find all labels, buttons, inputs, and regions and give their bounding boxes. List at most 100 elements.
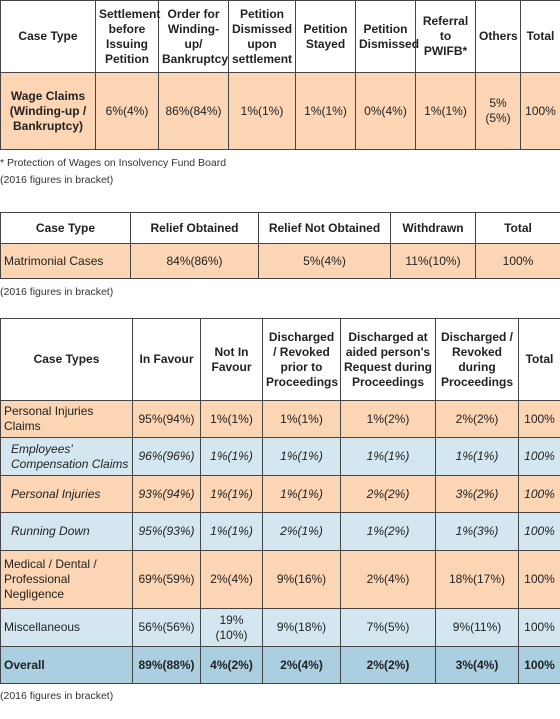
value-cell: 2%(4%): [200, 550, 263, 609]
value-cell: 2%(1%): [262, 512, 341, 551]
value-cell: 3%(2%): [435, 475, 519, 513]
header-cell: Petition Dismissed upon settlement: [228, 0, 296, 73]
table-row: Employees' Compensation Claims 96%(96%) 1%…: [0, 437, 560, 476]
value-cell: 18%(17%): [435, 550, 519, 609]
wage-claims-table: Case Type Settlement before Issuing Petit…: [0, 0, 560, 150]
header-cell: Case Types: [0, 318, 133, 401]
header-cell: Others: [475, 0, 521, 73]
header-cell: Settlement before Issuing Petition: [95, 0, 160, 73]
value-cell: 100%: [520, 72, 560, 150]
value-cell: 1%(1%): [435, 437, 519, 476]
table-row: Running Down 95%(93%) 1%(1%) 2%(1%) 1%(2%) 1%…: [0, 512, 560, 551]
value-cell: 19%(10%): [200, 608, 263, 647]
header-cell: Total: [475, 212, 560, 244]
value-cell: 2%(2%): [340, 475, 436, 513]
value-cell: 100%: [518, 646, 560, 684]
value-cell: 1%(1%): [200, 400, 263, 438]
value-cell: 100%: [518, 437, 560, 476]
table-row: Personal Injuries Claims 95%(94%) 1%(1%) 1%…: [0, 400, 560, 438]
header-cell: Discharged / Revoked prior to Proceeding…: [262, 318, 341, 401]
value-cell: 4%(2%): [200, 646, 263, 684]
value-cell: 1%(1%): [262, 437, 341, 476]
matrimonial-table: Case Type Relief Obtained Relief Not Obtai…: [0, 212, 560, 279]
value-cell: 5%(5%): [475, 72, 521, 150]
value-cell: 86%(84%): [158, 72, 229, 150]
header-cell: Case Type: [0, 0, 96, 73]
row-label: Personal Injuries: [0, 475, 133, 513]
value-cell: 95%(94%): [132, 400, 201, 438]
value-cell: 6%(4%): [95, 72, 159, 150]
header-cell: Discharged at aided person's Request dur…: [340, 318, 436, 401]
table-row: Wage Claims (Winding-up / Bankruptcy) 6%(…: [0, 72, 560, 150]
value-cell: 96%(96%): [132, 437, 201, 476]
row-label: Matrimonial Cases: [0, 243, 131, 279]
value-cell: 100%: [518, 512, 560, 551]
value-cell: 1%(1%): [200, 437, 263, 476]
header-cell: Relief Not Obtained: [258, 212, 391, 244]
value-cell: 1%(1%): [200, 475, 263, 513]
row-label: Miscellaneous: [0, 608, 133, 647]
value-cell: 100%: [475, 243, 560, 279]
note: (2016 figures in bracket): [0, 690, 114, 702]
row-label: Medical / Dental / Professional Negligen…: [0, 550, 133, 609]
value-cell: 95%(93%): [132, 512, 201, 551]
value-cell: 100%: [518, 475, 560, 513]
row-label: Employees' Compensation Claims: [0, 437, 133, 476]
value-cell: 1%(1%): [340, 437, 436, 476]
value-cell: 1%(1%): [295, 72, 356, 150]
value-cell: 3%(4%): [435, 646, 519, 684]
table-row: Medical / Dental / Professional Negligen…: [0, 550, 560, 609]
value-cell: 1%(2%): [340, 512, 436, 551]
value-cell: 9%(11%): [435, 608, 519, 647]
value-cell: 5%(4%): [258, 243, 391, 279]
header-cell: Relief Obtained: [130, 212, 259, 244]
header-cell: Referral to PWIFB*: [415, 0, 476, 73]
value-cell: 100%: [518, 608, 560, 647]
value-cell: 2%(2%): [340, 646, 436, 684]
footnote: * Protection of Wages on Insolvency Fund…: [0, 157, 227, 169]
value-cell: 100%: [518, 550, 560, 609]
case-types-table: Case Types In Favour Not In Favour Discharg…: [0, 318, 560, 684]
header-cell: In Favour: [132, 318, 201, 401]
value-cell: 9%(16%): [262, 550, 341, 609]
value-cell: 2%(4%): [340, 550, 436, 609]
value-cell: 1%(3%): [435, 512, 519, 551]
header-row: Case Type Settlement before Issuing Petit…: [0, 0, 560, 73]
value-cell: 2%(4%): [262, 646, 341, 684]
value-cell: 1%(1%): [262, 400, 341, 438]
value-cell: 89%(88%): [132, 646, 201, 684]
value-cell: 100%: [518, 400, 560, 438]
value-cell: 93%(94%): [132, 475, 201, 513]
header-cell: Petition Dismissed: [355, 0, 419, 73]
row-label: Overall: [0, 646, 133, 684]
value-cell: 69%(59%): [132, 550, 201, 609]
note: (2016 figures in bracket): [0, 286, 114, 298]
value-cell: 1%(1%): [415, 72, 476, 150]
header-cell: Order for Winding-up/ Bankruptcy: [158, 0, 229, 73]
row-label: Personal Injuries Claims: [0, 400, 133, 438]
value-cell: 2%(2%): [435, 400, 519, 438]
header-cell: Total: [520, 0, 560, 73]
header-row: Case Types In Favour Not In Favour Discharg…: [0, 318, 560, 401]
header-cell: Case Type: [0, 212, 131, 244]
note: (2016 figures in bracket): [0, 174, 114, 186]
value-cell: 1%(1%): [200, 512, 263, 551]
value-cell: 84%(86%): [130, 243, 259, 279]
header-cell: Total: [518, 318, 560, 401]
value-cell: 7%(5%): [340, 608, 436, 647]
header-row: Case Type Relief Obtained Relief Not Obtai…: [0, 212, 560, 244]
header-cell: Not In Favour: [200, 318, 263, 401]
row-label: Wage Claims (Winding-up / Bankruptcy): [0, 72, 96, 150]
value-cell: 11%(10%): [390, 243, 476, 279]
value-cell: 9%(18%): [262, 608, 341, 647]
header-cell: Withdrawn: [390, 212, 476, 244]
value-cell: 0%(4%): [355, 72, 416, 150]
header-cell: Discharged / Revoked during Proceedings: [435, 318, 519, 401]
table-row: Miscellaneous 56%(56%) 19%(10%) 9%(18%) 7%(5…: [0, 608, 560, 647]
value-cell: 56%(56%): [132, 608, 201, 647]
value-cell: 1%(2%): [340, 400, 436, 438]
value-cell: 1%(1%): [228, 72, 296, 150]
header-cell: Petition Stayed: [295, 0, 356, 73]
value-cell: 1%(1%): [262, 475, 341, 513]
